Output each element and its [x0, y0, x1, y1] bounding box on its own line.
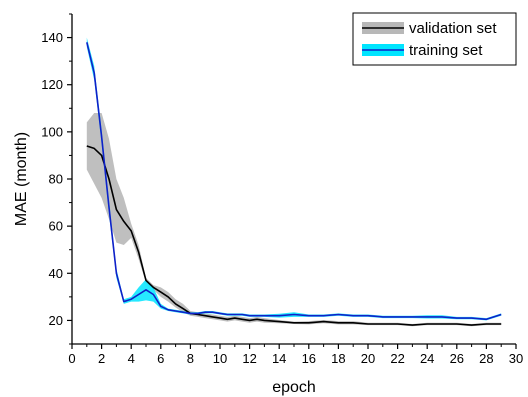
legend-item-validation-set: validation set: [362, 20, 497, 37]
x-tick-label: 2: [98, 351, 105, 366]
legend-item-training-set: training set: [362, 42, 483, 59]
y-tick-label: 60: [49, 219, 63, 234]
training-set-line: [86, 42, 502, 321]
x-tick-label: 26: [450, 351, 464, 366]
legend-label: validation set: [409, 20, 497, 37]
y-tick-label: 40: [49, 266, 63, 281]
x-tick-label: 8: [187, 351, 194, 366]
x-tick-label: 28: [479, 351, 493, 366]
validation-set-line: [86, 145, 502, 326]
x-tick-label: 12: [242, 351, 256, 366]
x-tick-label: 4: [128, 351, 135, 366]
y-tick-label: 120: [41, 77, 63, 92]
x-tick-label: 16: [302, 351, 316, 366]
y-tick-label: 80: [49, 172, 63, 187]
x-tick-label: 10: [213, 351, 227, 366]
x-tick-label: 30: [509, 351, 523, 366]
y-tick-label: 100: [41, 124, 63, 139]
x-tick-label: 20: [361, 351, 375, 366]
legend-label: training set: [409, 42, 483, 59]
y-axis-title: MAE (month): [13, 132, 30, 226]
x-tick-label: 6: [157, 351, 164, 366]
x-axis-title: epoch: [272, 379, 316, 396]
x-tick-label: 18: [331, 351, 345, 366]
y-tick-label: 20: [49, 313, 63, 328]
legend: validation set training set: [352, 12, 517, 66]
y-tick-label: 140: [41, 30, 63, 45]
axes: 0 2 4 6 8 10 12 14 16 18 20 22 24 26 28 302040608010012…: [41, 13, 523, 366]
x-tick-label: 22: [390, 351, 404, 366]
x-tick-label: 14: [272, 351, 286, 366]
training-set-band: [86, 37, 502, 321]
x-tick-label: 0: [68, 351, 75, 366]
x-tick-label: 24: [420, 351, 434, 366]
series-lines: [86, 42, 502, 326]
legend-box: [352, 12, 517, 66]
